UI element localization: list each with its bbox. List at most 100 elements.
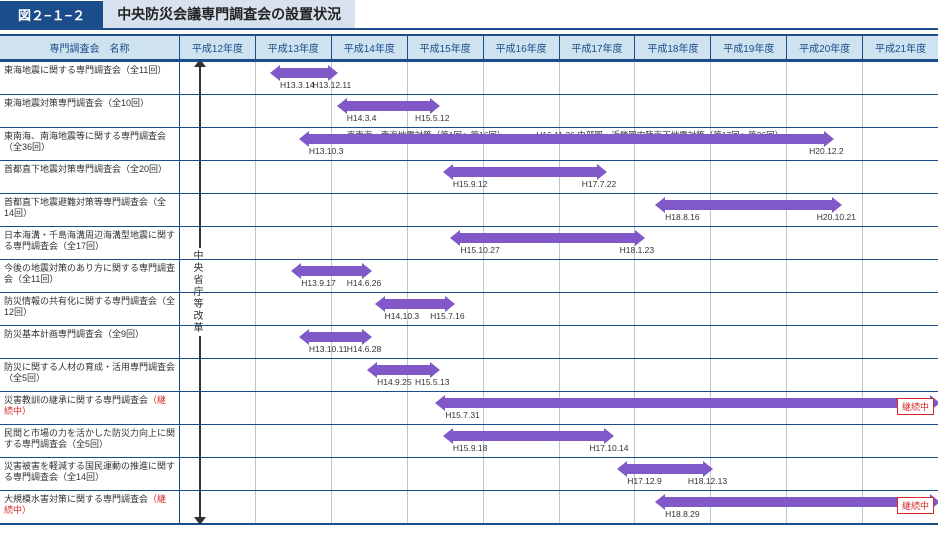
bar-start-label: H13.10.11 — [309, 344, 348, 354]
table-row: 災害教訓の継承に関する専門調査会（継続中） H15.7.31 継続中 — [0, 391, 938, 424]
bar-end-label: H20.12.2 — [809, 146, 844, 156]
table-row: 首都直下地震対策専門調査会（全20回） H15.9.12 H17.7.22 — [0, 160, 938, 193]
bar-start-label: H18.8.29 — [665, 509, 700, 519]
table-row: 東南海、南海地震等に関する専門調査会（全36回）東南海・南海地震対策（第1回〜第… — [0, 127, 938, 160]
bar-end-label: H18.12.13 — [688, 476, 727, 486]
row-plot: H13.9.17 H14.6.26 — [180, 260, 938, 292]
gantt-bar — [665, 497, 930, 507]
row-plot: H15.10.27H18.1.23 — [180, 227, 938, 259]
row-label: 防災に関する人材の育成・活用専門調査会（全5回） — [0, 359, 180, 391]
table-row: 防災に関する人材の育成・活用専門調査会（全5回）H14.9.25H15.5.13 — [0, 358, 938, 391]
gantt-bar — [665, 200, 832, 210]
row-plot: H18.8.16H20.10.21 — [180, 194, 938, 226]
table-row: 首都直下地震避難対策等専門調査会（全14回）H18.8.16H20.10.21 — [0, 193, 938, 226]
gantt-figure: 図２−１−２ 中央防災会議専門調査会の設置状況 専門調査会 名称 平成12年度平… — [0, 0, 938, 525]
gantt-bar — [627, 464, 703, 474]
label-header: 専門調査会 名称 — [0, 36, 180, 59]
table-row: 災害被害を軽減する国民運動の推進に関する専門調査会（全14回）H17.12.9H… — [0, 457, 938, 490]
continuing-badge: 継続中 — [897, 398, 934, 415]
table-row: 民間と市場の力を活かした防災力向上に関する専門調査会（全5回）H15.9.18H… — [0, 424, 938, 457]
row-label: 東海地震に関する専門調査会（全11回） — [0, 62, 180, 94]
year-header: 平成12年度平成13年度平成14年度平成15年度平成16年度平成17年度平成18… — [180, 36, 938, 59]
continuing-badge: 継続中 — [897, 497, 934, 514]
year-header-cell: 平成20年度 — [786, 36, 862, 59]
gantt-bar — [377, 365, 430, 375]
table-row: 東海地震対策専門調査会（全10回） H14.3.4 H15.5.12 — [0, 94, 938, 127]
table-row: 日本海溝・千島海溝周辺海溝型地震に関する専門調査会（全17回）H15.10.27… — [0, 226, 938, 259]
row-plot: 東南海・南海地震対策（第1回〜第16回）H16.11.26 中部圏・近畿圏内陸直… — [180, 128, 938, 160]
row-label: 首都直下地震避難対策等専門調査会（全14回） — [0, 194, 180, 226]
year-header-cell: 平成21年度 — [862, 36, 938, 59]
row-plot: H14.9.25H15.5.13 — [180, 359, 938, 391]
row-plot: H17.12.9H18.12.13 — [180, 458, 938, 490]
row-plot: H18.8.29 継続中 — [180, 491, 938, 523]
gantt-bar — [309, 134, 824, 144]
bar-end-label: H15.5.13 — [415, 377, 450, 387]
bar-end-label: H20.10.21 — [817, 212, 856, 222]
bar-start-label: H14.3.4 — [347, 113, 377, 123]
gantt-bar — [301, 266, 362, 276]
bar-end-label: H15.7.16 — [430, 311, 465, 321]
gantt-bar — [445, 398, 930, 408]
year-header-cell: 平成15年度 — [407, 36, 483, 59]
bar-end-label: H15.5.12 — [415, 113, 450, 123]
row-label: 大規模水害対策に関する専門調査会（継続中） — [0, 491, 180, 523]
row-label: 防災基本計画専門調査会（全9回） — [0, 326, 180, 358]
row-plot: H14.10.3 H15.7.16 — [180, 293, 938, 325]
gantt-bar — [460, 233, 634, 243]
title-row: 図２−１−２ 中央防災会議専門調査会の設置状況 — [0, 0, 938, 30]
row-label: 東南海、南海地震等に関する専門調査会（全36回） — [0, 128, 180, 160]
bar-start-label: H13.9.17 — [301, 278, 336, 288]
year-header-cell: 平成12年度 — [180, 36, 255, 59]
bar-end-label: H14.6.26 — [347, 278, 382, 288]
bar-end-label: H17.10.14 — [589, 443, 628, 453]
row-plot: H14.3.4 H15.5.12 — [180, 95, 938, 127]
row-label: 防災情報の共有化に関する専門調査会（全12回） — [0, 293, 180, 325]
bar-start-label: H15.9.18 — [453, 443, 488, 453]
table-row: 防災情報の共有化に関する専門調査会（全12回） H14.10.3 H15.7.16 — [0, 292, 938, 325]
row-plot: H15.7.31 継続中 — [180, 392, 938, 424]
row-plot: H15.9.18 H17.10.14 — [180, 425, 938, 457]
table-row: 東海地震に関する専門調査会（全11回）H13.3.14H13.12.11 — [0, 61, 938, 94]
table-row: 大規模水害対策に関する専門調査会（継続中） H18.8.29 継続中 — [0, 490, 938, 523]
year-header-cell: 平成17年度 — [559, 36, 635, 59]
continuing-marker: （継続中） — [4, 494, 166, 515]
gantt-bar — [385, 299, 446, 309]
table-row: 防災基本計画専門調査会（全9回）H13.10.11H14.6.28 — [0, 325, 938, 358]
bar-start-label: H15.9.12 — [453, 179, 488, 189]
header-row: 専門調査会 名称 平成12年度平成13年度平成14年度平成15年度平成16年度平… — [0, 36, 938, 61]
row-label: 東海地震対策専門調査会（全10回） — [0, 95, 180, 127]
gantt-bar — [309, 332, 362, 342]
row-label: 首都直下地震対策専門調査会（全20回） — [0, 161, 180, 193]
row-plot: H13.3.14H13.12.11 — [180, 62, 938, 94]
bar-end-label: H13.12.11 — [313, 80, 352, 90]
row-label: 日本海溝・千島海溝周辺海溝型地震に関する専門調査会（全17回） — [0, 227, 180, 259]
bar-start-label: H13.3.14 — [280, 80, 315, 90]
chart-body: 中央省庁等改革 東海地震に関する専門調査会（全11回）H13.3.14H13.1… — [0, 61, 938, 523]
table-row: 今後の地震対策のあり方に関する専門調査会（全11回） H13.9.17 H14.6.… — [0, 259, 938, 292]
gantt-bar — [347, 101, 430, 111]
row-plot: H13.10.11H14.6.28 — [180, 326, 938, 358]
gantt-bar — [453, 167, 597, 177]
year-header-cell: 平成18年度 — [634, 36, 710, 59]
row-label: 災害被害を軽減する国民運動の推進に関する専門調査会（全14回） — [0, 458, 180, 490]
bar-start-label: H13.10.3 — [309, 146, 344, 156]
bar-end-label: H17.7.22 — [582, 179, 617, 189]
row-label: 民間と市場の力を活かした防災力向上に関する専門調査会（全5回） — [0, 425, 180, 457]
year-header-cell: 平成14年度 — [331, 36, 407, 59]
bar-start-label: H14.9.25 — [377, 377, 412, 387]
bar-start-label: H15.7.31 — [445, 410, 480, 420]
bar-end-label: H14.6.28 — [347, 344, 382, 354]
chart: 専門調査会 名称 平成12年度平成13年度平成14年度平成15年度平成16年度平… — [0, 34, 938, 525]
bar-start-label: H15.10.27 — [460, 245, 499, 255]
year-header-cell: 平成19年度 — [710, 36, 786, 59]
continuing-marker: （継続中） — [4, 395, 166, 416]
gantt-bar — [453, 431, 605, 441]
figure-title: 中央防災会議専門調査会の設置状況 — [103, 0, 355, 28]
row-label: 今後の地震対策のあり方に関する専門調査会（全11回） — [0, 260, 180, 292]
row-plot: H15.9.12 H17.7.22 — [180, 161, 938, 193]
bar-start-label: H14.10.3 — [385, 311, 420, 321]
figure-number: 図２−１−２ — [0, 1, 103, 28]
gantt-bar — [280, 68, 328, 78]
row-label: 災害教訓の継承に関する専門調査会（継続中） — [0, 392, 180, 424]
